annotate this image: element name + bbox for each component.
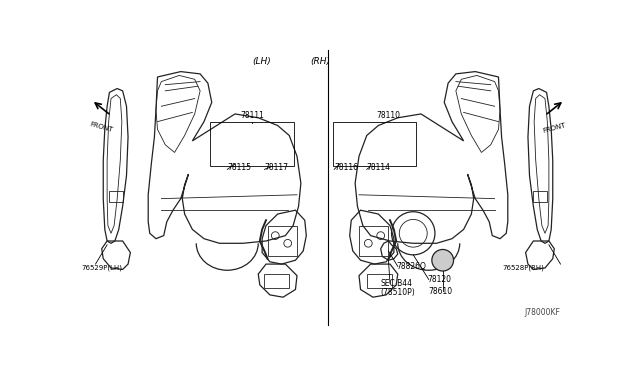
Text: 78610: 78610 bbox=[429, 286, 453, 295]
Text: FRONT: FRONT bbox=[90, 122, 114, 134]
Bar bbox=[268, 225, 297, 256]
Text: FRONT: FRONT bbox=[542, 122, 566, 134]
Text: 78110: 78110 bbox=[376, 111, 401, 120]
Text: 78117: 78117 bbox=[264, 163, 289, 172]
Bar bbox=[264, 274, 289, 288]
Text: 76529P(LH): 76529P(LH) bbox=[81, 265, 122, 271]
Text: J78000KF: J78000KF bbox=[524, 308, 560, 317]
Text: SEC.B44: SEC.B44 bbox=[381, 279, 413, 288]
Text: 78114: 78114 bbox=[367, 163, 391, 172]
Text: (78510P): (78510P) bbox=[381, 288, 415, 297]
Bar bbox=[333, 122, 417, 166]
Bar bbox=[532, 191, 547, 202]
Text: 78116: 78116 bbox=[334, 163, 358, 172]
Bar bbox=[367, 274, 392, 288]
Circle shape bbox=[432, 250, 454, 271]
Text: 78120: 78120 bbox=[428, 275, 451, 284]
Bar bbox=[210, 122, 294, 166]
Text: (RH): (RH) bbox=[310, 57, 330, 66]
Text: 78111: 78111 bbox=[240, 111, 264, 120]
Bar bbox=[109, 191, 124, 202]
Text: (LH): (LH) bbox=[252, 57, 271, 66]
Text: 76528P(RH): 76528P(RH) bbox=[502, 265, 544, 271]
Text: 78115: 78115 bbox=[227, 163, 252, 172]
Bar bbox=[359, 225, 388, 256]
Text: 78826Q: 78826Q bbox=[396, 262, 426, 271]
